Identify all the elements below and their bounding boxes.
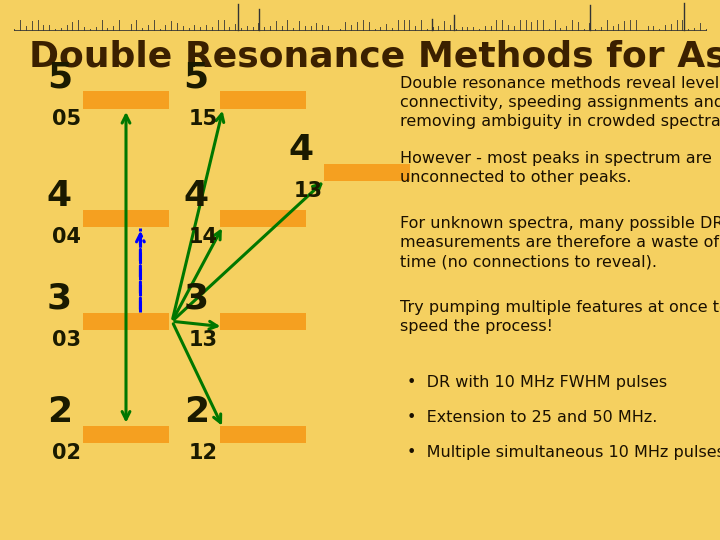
Text: 03: 03 (53, 330, 81, 350)
Text: 5: 5 (47, 60, 72, 94)
Text: 04: 04 (53, 227, 81, 247)
FancyBboxPatch shape (83, 210, 169, 227)
FancyBboxPatch shape (83, 426, 169, 443)
Text: 14: 14 (189, 227, 218, 247)
Text: •  Extension to 25 and 50 MHz.: • Extension to 25 and 50 MHz. (407, 410, 657, 426)
Text: 4: 4 (288, 133, 313, 167)
FancyBboxPatch shape (324, 164, 410, 181)
Text: Double resonance methods reveal level
connectivity, speeding assignments and
rem: Double resonance methods reveal level co… (400, 76, 720, 129)
FancyBboxPatch shape (220, 426, 306, 443)
FancyBboxPatch shape (220, 313, 306, 330)
Text: 4: 4 (184, 179, 209, 213)
FancyBboxPatch shape (83, 313, 169, 330)
Text: 2: 2 (47, 395, 72, 429)
Text: 5: 5 (184, 60, 209, 94)
Text: 3: 3 (47, 282, 72, 316)
Text: 15: 15 (189, 109, 218, 129)
Text: •  DR with 10 MHz FWHM pulses: • DR with 10 MHz FWHM pulses (407, 375, 667, 390)
FancyBboxPatch shape (83, 91, 169, 109)
Text: 13: 13 (189, 330, 218, 350)
Text: 4: 4 (47, 179, 72, 213)
Text: Double Resonance Methods for Assignment: Double Resonance Methods for Assignment (29, 40, 720, 73)
Text: 02: 02 (53, 443, 81, 463)
Text: However - most peaks in spectrum are
unconnected to other peaks.: However - most peaks in spectrum are unc… (400, 151, 711, 185)
Text: 2: 2 (184, 395, 209, 429)
Text: 12: 12 (189, 443, 218, 463)
Text: For unknown spectra, many possible DR
measurements are therefore a waste of
time: For unknown spectra, many possible DR me… (400, 216, 720, 269)
FancyBboxPatch shape (220, 210, 306, 227)
Text: 13: 13 (294, 181, 323, 201)
Text: Try pumping multiple features at once to
speed the process!: Try pumping multiple features at once to… (400, 300, 720, 334)
Text: •  Multiple simultaneous 10 MHz pulses.: • Multiple simultaneous 10 MHz pulses. (407, 446, 720, 461)
FancyBboxPatch shape (220, 91, 306, 109)
Text: 3: 3 (184, 282, 209, 316)
Text: 05: 05 (53, 109, 81, 129)
